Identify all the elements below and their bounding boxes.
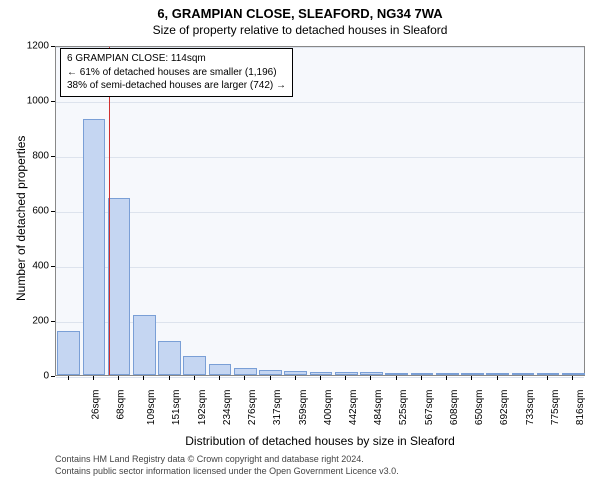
x-tick-mark xyxy=(68,376,69,380)
x-tick-label: 442sqm xyxy=(348,390,359,426)
histogram-bar xyxy=(158,341,181,375)
x-tick-label: 26sqm xyxy=(90,390,101,420)
gridline xyxy=(56,267,584,268)
x-tick-mark xyxy=(194,376,195,380)
histogram-bar xyxy=(108,198,131,375)
x-tick-mark xyxy=(93,376,94,380)
x-tick-mark xyxy=(421,376,422,380)
x-tick-label: 608sqm xyxy=(449,390,460,426)
x-tick-label: 109sqm xyxy=(146,390,157,426)
x-tick-mark xyxy=(345,376,346,380)
x-tick-label: 775sqm xyxy=(550,390,561,426)
x-tick-label: 650sqm xyxy=(474,390,485,426)
x-tick-mark xyxy=(143,376,144,380)
gridline xyxy=(56,212,584,213)
x-tick-label: 359sqm xyxy=(298,390,309,426)
x-tick-mark xyxy=(270,376,271,380)
x-tick-mark xyxy=(370,376,371,380)
x-tick-mark xyxy=(118,376,119,380)
x-tick-mark xyxy=(219,376,220,380)
x-tick-label: 733sqm xyxy=(525,390,536,426)
footer-line-2: Contains public sector information licen… xyxy=(55,466,399,478)
gridline xyxy=(56,102,584,103)
x-tick-label: 234sqm xyxy=(222,390,233,426)
histogram-bar xyxy=(385,373,408,375)
x-tick-mark xyxy=(295,376,296,380)
x-tick-label: 692sqm xyxy=(500,390,511,426)
y-tick-label: 400 xyxy=(21,261,49,272)
y-tick-mark xyxy=(51,101,55,102)
x-tick-mark xyxy=(446,376,447,380)
x-tick-mark xyxy=(547,376,548,380)
footer-line-1: Contains HM Land Registry data © Crown c… xyxy=(55,454,399,466)
x-tick-label: 816sqm xyxy=(575,390,586,426)
histogram-bar xyxy=(436,373,459,375)
x-tick-mark xyxy=(497,376,498,380)
annotation-line-3: 38% of semi-detached houses are larger (… xyxy=(67,79,286,93)
histogram-bar xyxy=(183,356,206,375)
chart-subtitle: Size of property relative to detached ho… xyxy=(0,21,600,37)
histogram-bar xyxy=(360,372,383,375)
y-tick-label: 1000 xyxy=(21,96,49,107)
histogram-bar xyxy=(411,373,434,375)
x-tick-label: 525sqm xyxy=(399,390,410,426)
histogram-bar xyxy=(133,315,156,376)
y-tick-label: 0 xyxy=(21,371,49,382)
x-tick-mark xyxy=(471,376,472,380)
histogram-bar xyxy=(562,373,585,375)
histogram-bar xyxy=(335,372,358,375)
x-tick-mark xyxy=(169,376,170,380)
x-tick-label: 276sqm xyxy=(247,390,258,426)
x-tick-label: 567sqm xyxy=(424,390,435,426)
y-tick-mark xyxy=(51,376,55,377)
x-tick-label: 192sqm xyxy=(197,390,208,426)
histogram-bar xyxy=(537,373,560,375)
x-axis-label: Distribution of detached houses by size … xyxy=(55,430,585,448)
gridline xyxy=(56,157,584,158)
chart-title: 6, GRAMPIAN CLOSE, SLEAFORD, NG34 7WA xyxy=(0,0,600,21)
histogram-bar xyxy=(259,370,282,375)
annotation-box: 6 GRAMPIAN CLOSE: 114sqm ← 61% of detach… xyxy=(60,48,293,97)
x-tick-label: 484sqm xyxy=(373,390,384,426)
footer: Contains HM Land Registry data © Crown c… xyxy=(55,454,399,477)
histogram-bar xyxy=(57,331,80,375)
histogram-bar xyxy=(234,368,257,375)
y-tick-mark xyxy=(51,211,55,212)
x-tick-label: 400sqm xyxy=(323,390,334,426)
histogram-bar xyxy=(461,373,484,375)
histogram-bar xyxy=(486,373,509,375)
y-tick-label: 200 xyxy=(21,316,49,327)
y-tick-mark xyxy=(51,46,55,47)
y-tick-label: 800 xyxy=(21,151,49,162)
y-tick-label: 1200 xyxy=(21,41,49,52)
x-tick-mark xyxy=(572,376,573,380)
annotation-line-1: 6 GRAMPIAN CLOSE: 114sqm xyxy=(67,52,286,66)
histogram-bar xyxy=(83,119,106,375)
annotation-line-2: ← 61% of detached houses are smaller (1,… xyxy=(67,66,286,80)
y-tick-mark xyxy=(51,266,55,267)
histogram-bar xyxy=(512,373,535,375)
y-tick-label: 600 xyxy=(21,206,49,217)
y-tick-mark xyxy=(51,156,55,157)
histogram-bar xyxy=(310,372,333,375)
x-tick-mark xyxy=(320,376,321,380)
x-tick-mark xyxy=(244,376,245,380)
x-tick-mark xyxy=(522,376,523,380)
x-tick-label: 151sqm xyxy=(171,390,182,426)
chart-container: 6, GRAMPIAN CLOSE, SLEAFORD, NG34 7WA Si… xyxy=(0,0,600,500)
x-tick-mark xyxy=(396,376,397,380)
x-tick-label: 317sqm xyxy=(272,390,283,426)
x-tick-label: 68sqm xyxy=(115,390,126,420)
histogram-bar xyxy=(209,364,232,375)
histogram-bar xyxy=(284,371,307,375)
y-tick-mark xyxy=(51,321,55,322)
